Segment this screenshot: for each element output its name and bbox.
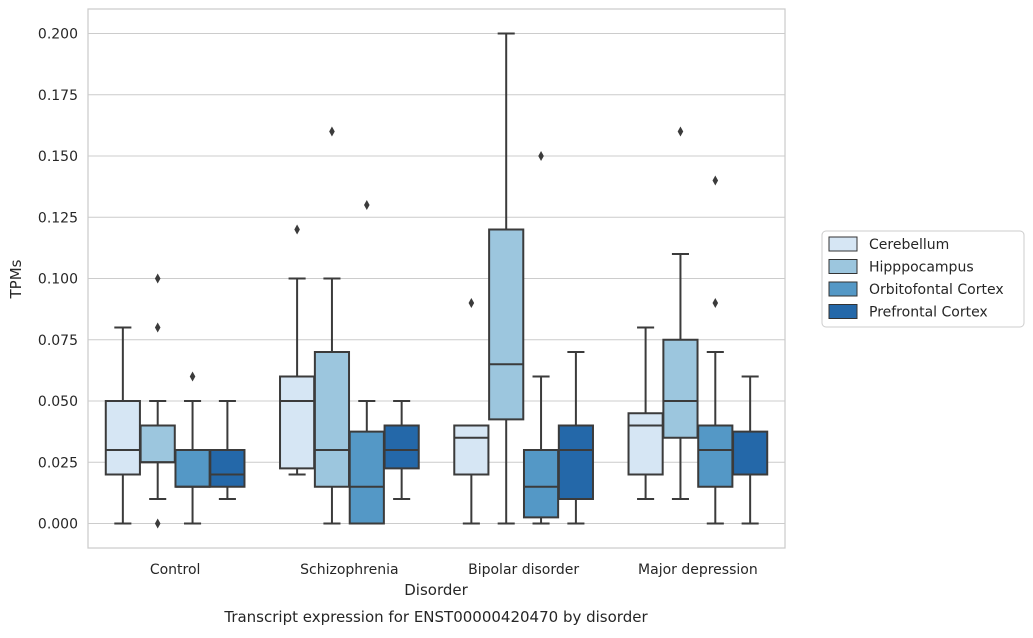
y-tick-label: 0.100 <box>38 272 78 288</box>
legend-swatch <box>828 236 858 252</box>
outlier-point <box>154 273 161 284</box>
legend: Cerebellum Hipppocampus Orbitofontal Corte… <box>821 230 1025 328</box>
box <box>557 424 594 500</box>
outlier-point <box>329 126 335 137</box>
x-axis-label: Disorder <box>404 581 468 599</box>
y-tick-label: 0.200 <box>38 27 78 43</box>
box <box>522 449 560 519</box>
outlier-point <box>364 200 370 210</box>
legend-label: Prefrontal Cortex <box>869 305 988 321</box>
y-tick-label: 0.025 <box>38 455 78 471</box>
x-tick-label: Control <box>150 562 201 578</box>
box <box>662 338 699 439</box>
box-group <box>557 351 594 525</box>
x-tick-label: Schizophrenia <box>300 562 398 578</box>
box <box>383 424 420 470</box>
legend-label: Orbitofontal Cortex <box>869 282 1004 298</box>
box-group <box>139 273 176 529</box>
box-group <box>279 224 316 476</box>
box-group <box>174 371 211 525</box>
box <box>348 430 385 525</box>
outlier-point <box>468 298 475 308</box>
outlier-point <box>712 175 719 186</box>
box-group <box>104 326 141 525</box>
outlier-point <box>294 224 300 235</box>
legend-swatch <box>828 304 858 319</box>
box-group <box>522 151 560 525</box>
outlier-point <box>154 518 161 529</box>
outlier-point <box>538 151 544 161</box>
box-group <box>488 32 525 525</box>
boxes <box>104 32 769 529</box>
y-tick-label: 0.175 <box>38 88 78 104</box>
y-tick-label: 0.050 <box>38 394 78 410</box>
legend-label: Hipppocampus <box>869 260 974 276</box>
box <box>313 351 351 488</box>
outlier-point <box>154 322 161 333</box>
y-tick-labels: 0.000 0.025 0.050 0.075 0.100 0.125 0.150 0.175… <box>38 27 78 533</box>
box <box>697 424 734 488</box>
legend-frame <box>821 230 1025 328</box>
box-group <box>662 126 699 500</box>
chart-caption: Transcript expression for ENST0000042047… <box>223 608 648 626</box>
box <box>627 412 664 476</box>
legend-label: Cerebellum <box>869 237 949 253</box>
y-tick-label: 0.075 <box>38 333 78 349</box>
box <box>104 400 141 476</box>
outlier-point <box>189 371 196 382</box>
y-grid <box>88 33 785 524</box>
y-tick-label: 0.150 <box>38 149 78 165</box>
x-tick-label: Bipolar disorder <box>468 562 579 578</box>
box <box>453 424 490 476</box>
outlier-point <box>712 298 719 308</box>
box <box>732 430 769 476</box>
box-group <box>627 326 664 500</box>
x-tick-label: Major depression <box>638 562 758 578</box>
box-group <box>383 400 420 500</box>
box <box>488 228 525 421</box>
legend-swatch <box>828 281 858 297</box>
box-group <box>697 175 734 525</box>
box <box>209 449 246 488</box>
box-group <box>209 400 246 500</box>
outlier-point <box>677 126 684 137</box>
x-tick-labels: Control Schizophrenia Bipolar disorder Majo… <box>150 562 758 578</box>
y-tick-label: 0.000 <box>38 517 78 533</box>
box-group <box>453 298 490 525</box>
box-group <box>732 375 769 525</box>
box <box>279 375 316 470</box>
box-group <box>313 126 351 525</box>
box <box>174 449 211 488</box>
box <box>139 424 176 464</box>
plot-frame <box>87 8 786 549</box>
box-group <box>348 200 385 525</box>
y-axis-label: TPMs <box>7 259 25 299</box>
legend-swatch <box>828 259 858 274</box>
y-tick-label: 0.125 <box>38 210 78 226</box>
